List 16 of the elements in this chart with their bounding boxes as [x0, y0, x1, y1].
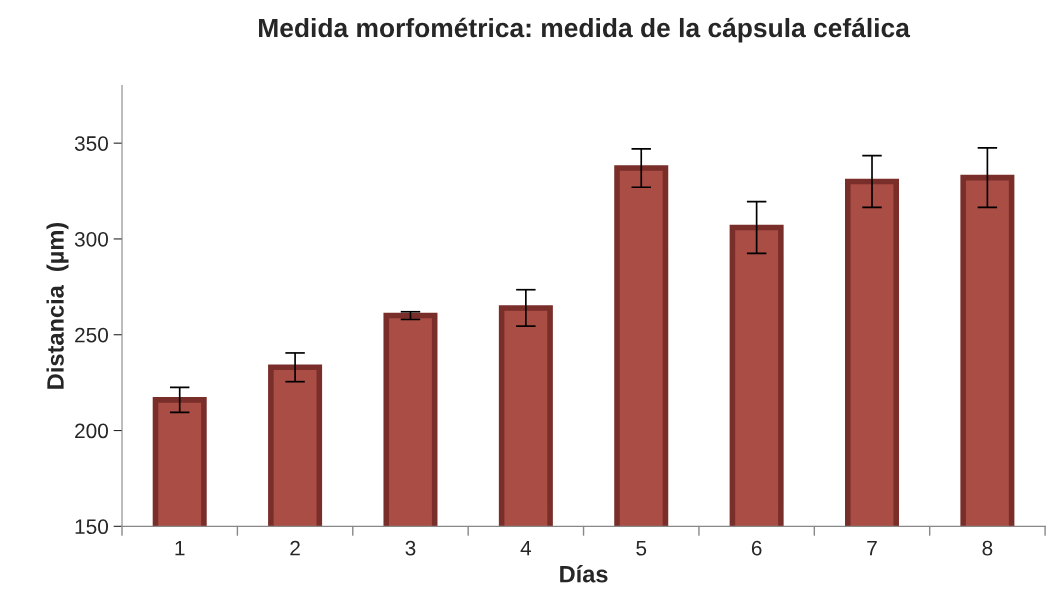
y-tick-label: 250	[75, 327, 109, 343]
x-axis-title: Días	[560, 564, 608, 583]
x-tick-label: 5	[636, 540, 647, 556]
x-tick-label: 7	[867, 540, 877, 556]
x-tick-label: 8	[982, 540, 993, 556]
y-tick-label: 150	[75, 519, 109, 535]
chart-title: Medida morfométrica: medida de la cápsula cefálica	[259, 17, 911, 43]
x-tick-label: 2	[290, 540, 300, 556]
y-axis-title: Distancia (µm)	[46, 222, 69, 389]
y-tick-label: 350	[74, 136, 109, 151]
x-tick-label: 4	[520, 540, 532, 556]
y-tick-label: 200	[75, 423, 109, 439]
y-tick-label: 300	[74, 231, 109, 247]
x-tick-label: 6	[751, 540, 762, 556]
x-tick-label: 1	[175, 540, 185, 556]
x-tick-label: 3	[405, 540, 416, 556]
